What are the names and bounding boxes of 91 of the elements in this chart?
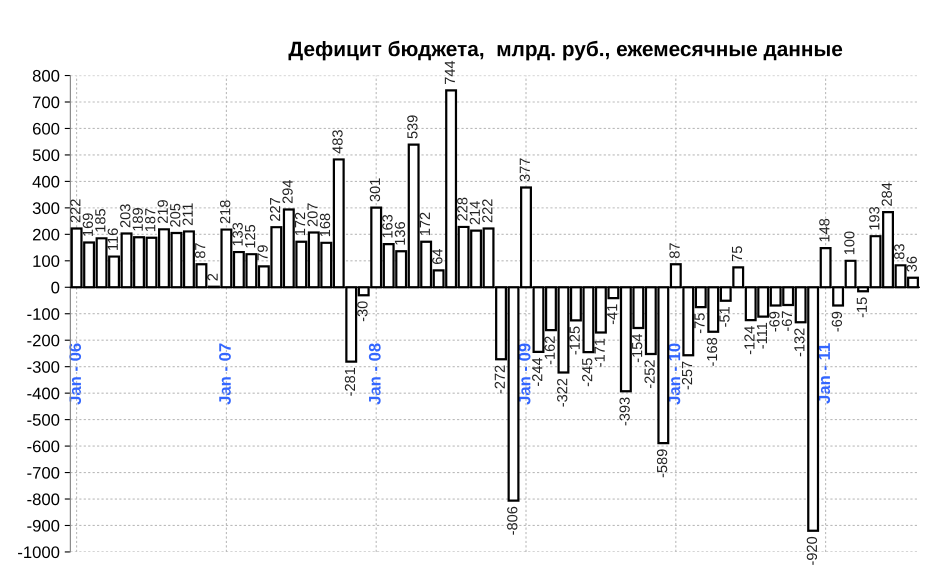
data-label: -69 bbox=[832, 312, 842, 332]
data-label: -15 bbox=[856, 297, 867, 318]
data-label: 187 bbox=[145, 208, 156, 232]
y-tick-label: 800 bbox=[32, 70, 60, 82]
data-label: 207 bbox=[307, 203, 318, 226]
data-label: 163 bbox=[382, 214, 393, 238]
data-label: -322 bbox=[557, 378, 568, 407]
data-label: 228 bbox=[457, 198, 468, 221]
data-label: 169 bbox=[82, 213, 93, 236]
data-label: 222 bbox=[482, 199, 492, 222]
data-label: 75 bbox=[732, 246, 742, 262]
y-tick-label: -200 bbox=[27, 334, 60, 346]
data-label: 222 bbox=[70, 199, 80, 222]
data-label: 203 bbox=[120, 204, 130, 228]
x-tick-label: Jan - 09 bbox=[518, 343, 530, 405]
data-label: 172 bbox=[294, 212, 306, 236]
y-tick-label: -900 bbox=[27, 520, 60, 532]
data-label: -272 bbox=[494, 366, 505, 394]
data-label: 100 bbox=[844, 231, 854, 254]
data-label: 193 bbox=[869, 206, 880, 230]
y-tick-label: 200 bbox=[32, 228, 60, 241]
y-tick-label: -300 bbox=[27, 361, 60, 373]
data-label: -75 bbox=[694, 313, 705, 334]
data-label: 83 bbox=[894, 244, 904, 260]
y-tick-label: 600 bbox=[32, 122, 60, 135]
data-label: -806 bbox=[507, 506, 518, 535]
data-label: -154 bbox=[632, 334, 642, 362]
data-label: -162 bbox=[544, 336, 555, 364]
data-label: 744 bbox=[444, 60, 455, 84]
data-label: 227 bbox=[270, 198, 280, 221]
y-tick-label: 100 bbox=[33, 255, 60, 268]
data-label: -244 bbox=[532, 358, 542, 386]
y-tick-label: 0 bbox=[51, 282, 60, 294]
data-label: 483 bbox=[332, 130, 343, 154]
data-label: 87 bbox=[195, 243, 206, 258]
data-label: -132 bbox=[794, 328, 805, 356]
data-label: 64 bbox=[432, 248, 443, 264]
data-label: 133 bbox=[232, 222, 243, 246]
data-label: -30 bbox=[357, 301, 368, 322]
data-label: -124 bbox=[744, 326, 754, 354]
data-label: -67 bbox=[782, 311, 792, 331]
x-tick-label: Jan - 11 bbox=[818, 343, 830, 404]
data-label: 168 bbox=[320, 214, 330, 236]
data-label: 301 bbox=[370, 178, 380, 202]
y-tick-label: -500 bbox=[27, 414, 60, 426]
data-label: 377 bbox=[520, 158, 530, 182]
y-tick-label: 300 bbox=[32, 202, 60, 214]
data-label: -245 bbox=[582, 358, 592, 386]
data-label: 189 bbox=[132, 208, 143, 231]
data-label: 87 bbox=[669, 243, 680, 258]
data-label: -281 bbox=[344, 368, 356, 396]
data-label: -51 bbox=[719, 307, 730, 327]
y-tick-label: -400 bbox=[27, 388, 60, 400]
chart-title: Дефицит бюджета, млрд. руб., ежемесячные данные bbox=[288, 40, 842, 60]
y-tick-label: 500 bbox=[32, 149, 60, 162]
y-tick-label: -600 bbox=[27, 440, 60, 452]
data-label: -69 bbox=[769, 312, 780, 332]
data-label: -41 bbox=[607, 304, 618, 324]
data-label: -589 bbox=[656, 449, 668, 478]
data-label: 539 bbox=[407, 115, 418, 138]
data-label: 125 bbox=[244, 224, 256, 248]
y-tick-label: -700 bbox=[27, 466, 60, 479]
y-tick-label: 700 bbox=[32, 96, 60, 108]
data-label: -125 bbox=[570, 326, 580, 354]
data-label: 116 bbox=[108, 228, 118, 250]
data-label: 219 bbox=[158, 200, 168, 224]
data-label: -252 bbox=[644, 360, 655, 388]
y-tick-label: -1000 bbox=[18, 546, 60, 558]
data-label: 36 bbox=[906, 256, 917, 272]
x-tick-label: Jan - 08 bbox=[368, 343, 381, 405]
data-label: 218 bbox=[220, 200, 230, 224]
data-label: 284 bbox=[882, 182, 892, 206]
data-label: 79 bbox=[257, 245, 268, 260]
data-label: -168 bbox=[706, 338, 718, 366]
y-tick-label: 400 bbox=[32, 176, 60, 188]
y-tick-label: -800 bbox=[27, 493, 60, 506]
data-label: 211 bbox=[182, 203, 193, 226]
y-tick-label: -100 bbox=[27, 308, 60, 320]
data-label: 214 bbox=[470, 201, 480, 224]
data-label: 205 bbox=[170, 204, 180, 227]
data-label: 2 bbox=[208, 274, 218, 280]
data-label: 294 bbox=[282, 180, 293, 204]
data-label: 172 bbox=[420, 212, 430, 236]
data-label: -920 bbox=[806, 536, 818, 565]
data-label: -257 bbox=[682, 362, 692, 390]
data-label: -171 bbox=[594, 338, 605, 367]
data-label: 136 bbox=[394, 222, 406, 245]
data-label: -111 bbox=[756, 322, 767, 349]
data-label: 148 bbox=[819, 218, 830, 242]
data-label: 185 bbox=[95, 209, 106, 232]
data-label: -393 bbox=[619, 397, 630, 426]
